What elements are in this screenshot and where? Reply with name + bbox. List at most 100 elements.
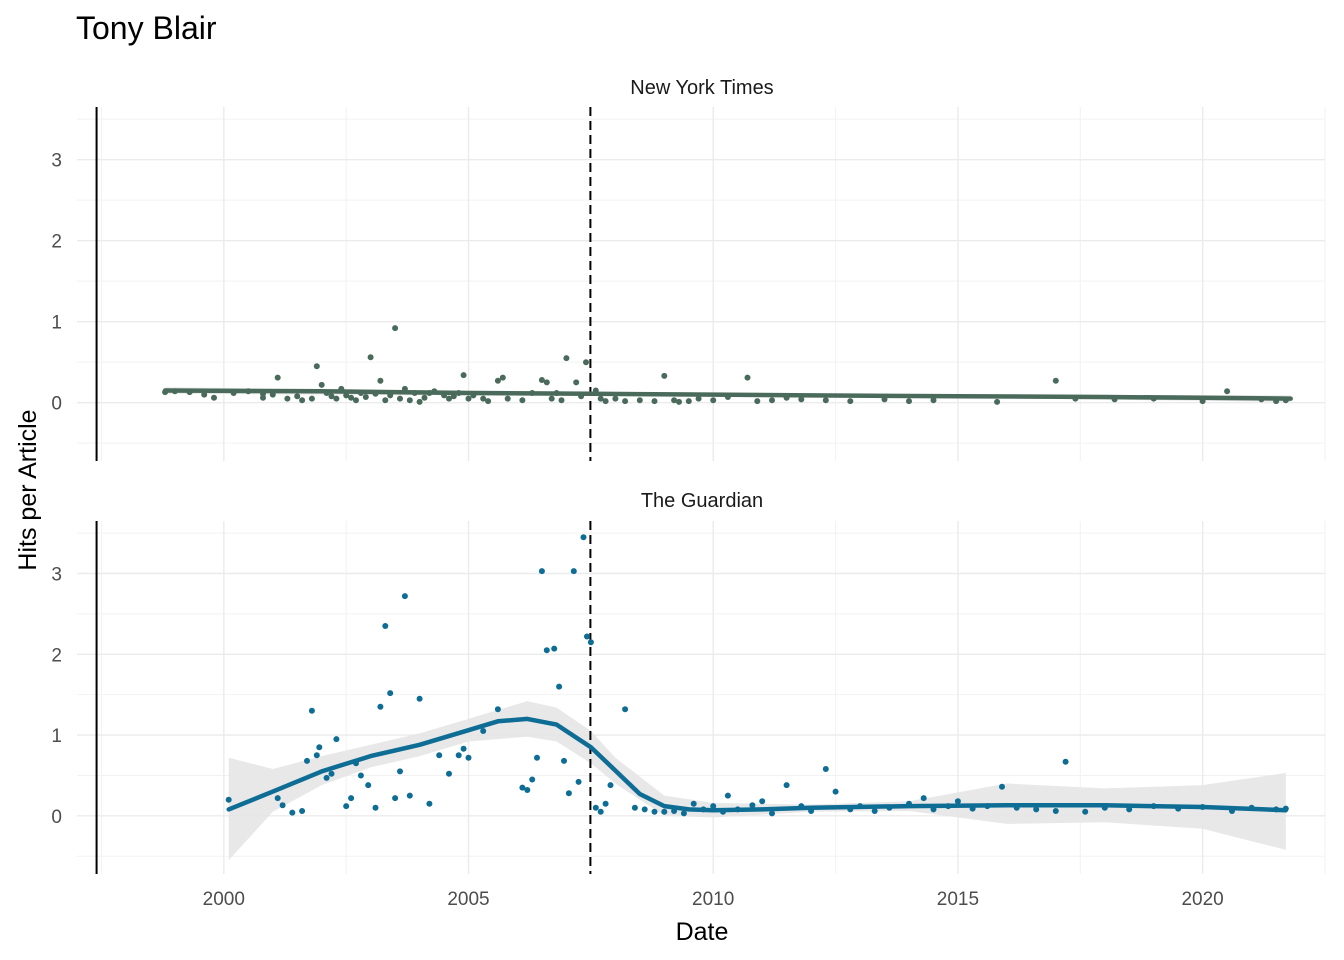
- data-point: [661, 808, 668, 815]
- data-point: [798, 396, 805, 403]
- data-point: [565, 790, 572, 797]
- data-point: [906, 398, 912, 405]
- data-point: [367, 354, 374, 361]
- data-point: [636, 397, 643, 404]
- data-point: [519, 397, 526, 404]
- data-point: [622, 706, 629, 713]
- data-point: [225, 796, 232, 803]
- facet-label-the-guardian: The Guardian: [641, 490, 763, 512]
- data-point: [580, 534, 587, 541]
- data-point: [622, 398, 629, 405]
- smooth-trend-line: [162, 388, 1293, 401]
- data-point: [1082, 808, 1089, 815]
- data-point: [504, 395, 511, 402]
- data-point: [377, 377, 384, 384]
- facet-label-new-york-times: New York Times: [630, 77, 773, 99]
- data-point: [769, 810, 775, 817]
- data-point: [749, 802, 756, 809]
- y-tick-label: 3: [51, 151, 62, 172]
- data-point: [651, 808, 658, 815]
- data-point: [416, 398, 423, 405]
- data-point: [597, 808, 604, 815]
- data-point: [406, 792, 413, 799]
- data-point: [832, 788, 839, 795]
- panel-new-york-times: New York Times: [77, 77, 1326, 461]
- data-point: [333, 395, 340, 402]
- data-point: [308, 707, 315, 714]
- data-point: [641, 806, 648, 813]
- data-point: [612, 395, 619, 402]
- data-point: [1052, 808, 1059, 814]
- data-point: [313, 363, 320, 370]
- smooth-line: [162, 388, 1293, 401]
- data-point: [1052, 377, 1059, 384]
- data-point: [602, 398, 609, 405]
- data-point: [211, 394, 217, 401]
- y-tick-label: 0: [51, 394, 62, 415]
- data-point: [372, 804, 379, 811]
- data-point: [455, 752, 462, 759]
- data-point: [661, 372, 668, 379]
- data-point: [308, 395, 315, 402]
- data-point: [377, 703, 384, 710]
- data-point: [602, 800, 609, 807]
- data-point: [365, 782, 372, 789]
- data-point: [607, 782, 614, 789]
- data-point: [480, 395, 487, 402]
- data-point: [754, 398, 761, 405]
- data-point: [685, 398, 692, 405]
- data-point: [260, 394, 266, 401]
- data-point: [575, 778, 582, 785]
- data-point: [401, 593, 408, 600]
- y-tick-label: 3: [51, 565, 62, 586]
- data-point: [744, 374, 751, 381]
- data-point: [465, 754, 472, 761]
- x-tick-label: 2005: [447, 889, 489, 910]
- data-point: [871, 808, 878, 814]
- data-point: [421, 394, 428, 401]
- x-tick-label: 2010: [692, 889, 734, 910]
- data-point: [930, 397, 937, 404]
- data-point: [274, 374, 281, 381]
- data-point: [279, 802, 286, 809]
- chart-title: Tony Blair: [76, 10, 217, 46]
- data-point: [631, 804, 638, 811]
- data-point: [558, 397, 565, 404]
- data-point: [299, 397, 306, 404]
- data-point: [563, 355, 570, 362]
- data-point: [299, 808, 306, 814]
- data-point: [494, 706, 501, 713]
- data-point: [323, 774, 330, 781]
- data-point: [676, 398, 682, 405]
- data-point: [316, 744, 323, 751]
- data-point: [561, 757, 567, 764]
- data-point: [406, 397, 413, 404]
- data-point: [524, 787, 531, 793]
- y-tick-label: 1: [51, 726, 62, 747]
- data-point: [994, 398, 1001, 405]
- reference-lines: [95, 107, 592, 461]
- data-point: [680, 810, 687, 817]
- data-point: [362, 394, 369, 400]
- x-tick-label: 2015: [937, 889, 979, 910]
- data-point: [724, 792, 731, 799]
- data-point: [446, 395, 452, 402]
- data-point: [954, 798, 961, 805]
- panel-the-guardian: The Guardian: [77, 490, 1326, 874]
- data-point: [397, 768, 403, 775]
- data-point: [695, 395, 702, 402]
- data-point: [436, 752, 443, 759]
- data-point: [759, 798, 766, 805]
- data-point: [284, 395, 291, 402]
- data-point: [494, 377, 501, 384]
- data-point: [294, 393, 301, 400]
- data-point: [551, 645, 558, 652]
- data-point: [651, 398, 658, 405]
- data-point: [519, 784, 526, 791]
- smooth-line: [226, 716, 1289, 813]
- data-point: [587, 639, 594, 646]
- data-point: [480, 728, 487, 734]
- data-point: [313, 752, 320, 759]
- data-point: [671, 397, 678, 404]
- confidence-band: [228, 701, 1286, 861]
